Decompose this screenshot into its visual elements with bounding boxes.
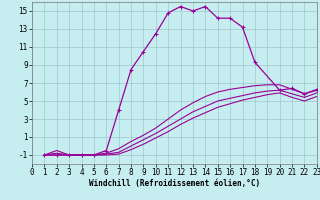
X-axis label: Windchill (Refroidissement éolien,°C): Windchill (Refroidissement éolien,°C) [89,179,260,188]
